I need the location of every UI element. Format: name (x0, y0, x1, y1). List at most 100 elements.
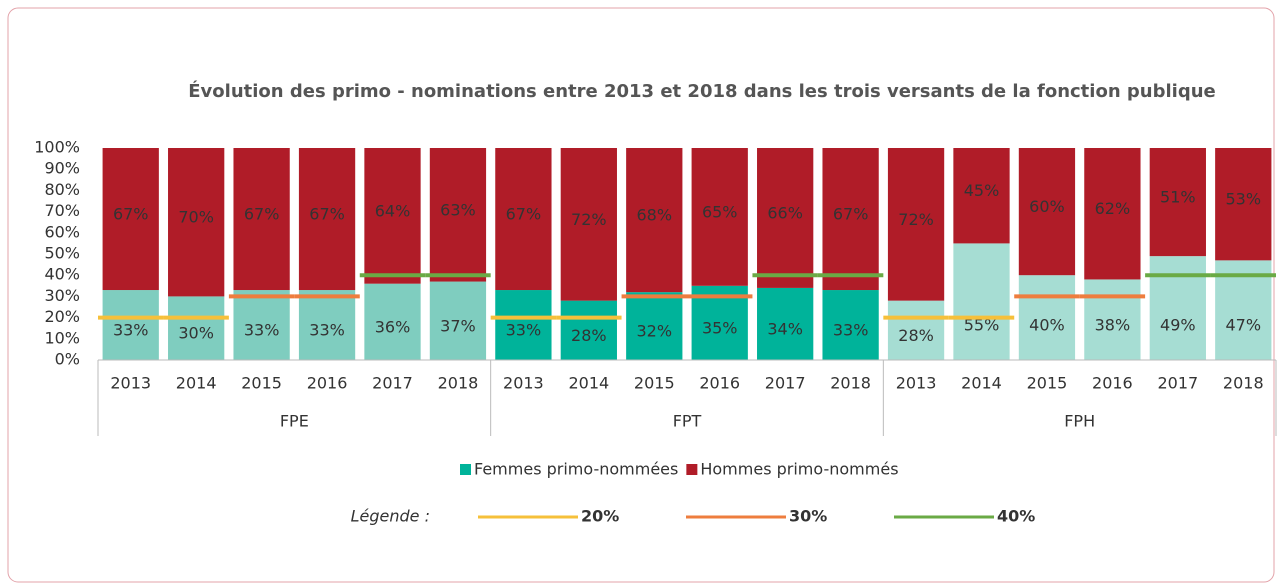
value-label: 67% (506, 205, 542, 224)
bar-segment (1084, 148, 1141, 280)
reference-legend-label: 40% (997, 507, 1035, 526)
x-tick-label: 2014 (961, 374, 1002, 393)
value-label: 70% (178, 208, 214, 227)
value-label: 37% (440, 316, 476, 335)
y-tick-label: 60% (44, 222, 80, 241)
bar-segment (168, 148, 225, 297)
bar-segment (626, 148, 683, 293)
bar-segment (1149, 256, 1206, 360)
reference-legend-label: 30% (789, 507, 827, 526)
bar-segment (1149, 148, 1206, 257)
reference-legend-title: Légende : (351, 507, 430, 526)
value-label: 30% (178, 324, 214, 343)
x-tick-label: 2014 (568, 374, 609, 393)
y-tick-label: 0% (55, 350, 80, 369)
value-label: 67% (244, 205, 280, 224)
value-label: 33% (113, 321, 149, 340)
value-label: 67% (113, 205, 149, 224)
bar-segment (1084, 279, 1141, 360)
x-tick-label: 2015 (634, 374, 675, 393)
y-tick-label: 20% (44, 307, 80, 326)
bar-segment (495, 290, 552, 360)
y-tick-label: 100% (34, 138, 80, 157)
value-label: 49% (1160, 316, 1196, 335)
bar-segment (364, 283, 421, 360)
value-label: 40% (1029, 316, 1065, 335)
bar-segment (757, 287, 814, 360)
bar-segment (298, 148, 356, 291)
bar-segment (233, 290, 290, 360)
bar-segment (887, 148, 945, 301)
value-label: 55% (964, 316, 1000, 335)
value-label: 28% (898, 326, 934, 345)
bar-segment (953, 148, 1010, 244)
value-label: 51% (1160, 188, 1196, 207)
value-label: 72% (571, 210, 607, 229)
y-tick-label: 30% (44, 286, 80, 305)
bar-segment (233, 148, 290, 291)
y-tick-label: 10% (44, 328, 80, 347)
bar-segment (560, 148, 617, 301)
x-tick-label: 2017 (372, 374, 413, 393)
bar-segment (298, 290, 356, 360)
value-label: 68% (636, 206, 672, 225)
value-label: 66% (767, 203, 803, 222)
value-label: 63% (440, 200, 476, 219)
bar-segment (1018, 148, 1076, 276)
bar-segment (429, 281, 487, 360)
y-tick-label: 40% (44, 265, 80, 284)
bar-segment (168, 296, 225, 360)
group-label: FPH (1064, 412, 1095, 431)
chart-title: Évolution des primo - nominations entre … (188, 80, 1215, 102)
x-tick-label: 2017 (765, 374, 806, 393)
x-tick-label: 2013 (896, 374, 937, 393)
bar-segment (429, 148, 487, 282)
frame (7, 7, 1275, 583)
x-tick-label: 2018 (438, 374, 479, 393)
value-label: 67% (309, 205, 345, 224)
legend-swatch (686, 464, 698, 475)
legend-label: Hommes primo-nommés (700, 460, 898, 479)
value-label: 64% (375, 201, 411, 220)
value-label: 72% (898, 210, 934, 229)
x-tick-label: 2015 (241, 374, 282, 393)
reference-legend-label: 20% (581, 507, 619, 526)
x-tick-label: 2016 (699, 374, 740, 393)
bar-segment (1018, 275, 1076, 360)
group-label: FPT (673, 412, 702, 431)
bar-segment (822, 290, 879, 360)
x-tick-label: 2014 (176, 374, 217, 393)
y-tick-label: 50% (44, 244, 80, 263)
group-label: FPE (280, 412, 309, 431)
bar-segment (822, 148, 879, 291)
value-label: 62% (1095, 199, 1131, 218)
bar-segment (102, 290, 159, 360)
bar-segment (495, 148, 552, 291)
bar-segment (364, 148, 421, 284)
bar-segment (887, 300, 945, 360)
x-tick-label: 2015 (1027, 374, 1068, 393)
bar-segment (102, 148, 159, 291)
value-label: 33% (506, 321, 542, 340)
value-label: 38% (1095, 316, 1131, 335)
x-tick-label: 2013 (110, 374, 151, 393)
x-tick-label: 2018 (1223, 374, 1264, 393)
bar-segment (1215, 148, 1272, 261)
bar-segment (691, 148, 748, 286)
bar-segment (626, 292, 683, 360)
y-tick-label: 90% (44, 159, 80, 178)
value-label: 33% (309, 321, 345, 340)
value-label: 47% (1225, 316, 1261, 335)
x-tick-label: 2018 (830, 374, 871, 393)
value-label: 67% (833, 205, 869, 224)
value-label: 28% (571, 326, 607, 345)
value-label: 33% (244, 321, 280, 340)
bar-segment (560, 300, 617, 360)
bar-segment (953, 243, 1010, 360)
value-label: 33% (833, 321, 869, 340)
x-tick-label: 2016 (307, 374, 348, 393)
x-tick-label: 2017 (1157, 374, 1198, 393)
value-label: 36% (375, 317, 411, 336)
value-label: 65% (702, 202, 738, 221)
